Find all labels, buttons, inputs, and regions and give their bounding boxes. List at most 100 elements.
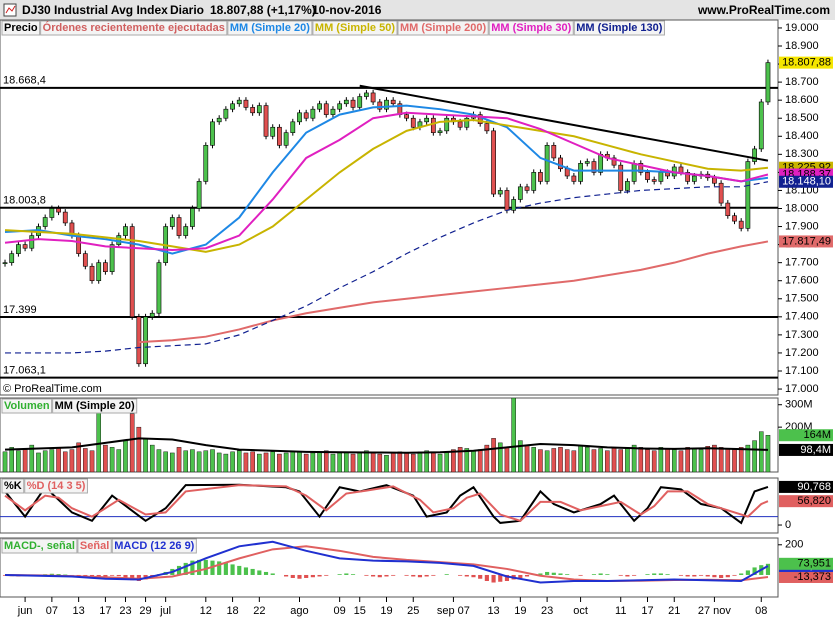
volume-bar xyxy=(330,453,336,472)
macd-bar xyxy=(243,567,249,575)
macd-bar xyxy=(598,573,603,575)
macd-bar xyxy=(344,573,349,575)
candle xyxy=(149,312,155,318)
macd-bar xyxy=(692,574,697,577)
volume-bar xyxy=(765,435,771,472)
candle xyxy=(457,121,463,128)
y-tick-label: 18.900 xyxy=(785,40,819,52)
volume-bar xyxy=(551,448,557,472)
macd-bar xyxy=(458,574,463,576)
legend-item: MACD (12 26 9) xyxy=(114,540,194,552)
macd-bar xyxy=(197,559,202,575)
candle xyxy=(497,190,503,195)
legend-box xyxy=(1,478,25,494)
volume-bar xyxy=(671,449,677,472)
macd-bar xyxy=(103,574,108,577)
symbol: DJ30 Industrial Avg Index xyxy=(22,3,168,17)
y-tick-label: 300M xyxy=(785,399,813,411)
x-tick-label: 23 xyxy=(119,605,131,617)
volume-bar xyxy=(236,450,242,472)
end-label-box xyxy=(779,480,833,493)
volume-bar xyxy=(290,450,296,472)
macd-bar xyxy=(371,574,376,577)
candle xyxy=(651,179,657,182)
volume-bar xyxy=(103,444,108,472)
macd-bar xyxy=(491,574,496,583)
candle xyxy=(29,235,35,249)
legend-item: Precio xyxy=(4,22,38,34)
candle xyxy=(410,117,416,128)
candle xyxy=(350,99,356,108)
volume-bar xyxy=(156,449,162,472)
legend-box xyxy=(1,20,41,36)
macd-bar xyxy=(678,574,684,576)
end-label-box xyxy=(779,235,833,248)
plot xyxy=(2,540,771,584)
volume-bar xyxy=(511,398,516,472)
candle xyxy=(89,265,95,282)
x-tick-label: 09 xyxy=(334,605,346,617)
candle xyxy=(430,117,436,133)
y-tick-label: 18.500 xyxy=(785,112,819,124)
legend-box xyxy=(1,398,53,414)
macd-bar xyxy=(364,574,369,576)
candle xyxy=(330,108,336,115)
volume-bar xyxy=(578,446,583,472)
candle xyxy=(477,114,483,124)
end-label: 17.817,49 xyxy=(782,235,831,247)
volume-bar xyxy=(243,452,249,472)
macd-bar xyxy=(270,573,275,575)
volume-bar xyxy=(337,452,342,472)
legend-item: %K xyxy=(4,480,22,492)
series-line xyxy=(4,104,769,255)
macd-bar xyxy=(431,574,436,576)
candle xyxy=(752,148,757,162)
volume-bar xyxy=(109,447,115,472)
volume-bar xyxy=(685,447,690,472)
candle xyxy=(531,172,537,191)
candle xyxy=(638,163,644,173)
volume-bar xyxy=(310,452,316,472)
candle xyxy=(9,253,15,263)
volume-bar xyxy=(149,444,155,472)
y-tick-label: 17.300 xyxy=(785,329,819,341)
volume-bar xyxy=(203,450,209,472)
volume-bar xyxy=(451,449,456,472)
end-label-box xyxy=(779,56,833,69)
macd-bar xyxy=(203,559,208,575)
y-tick-label: 18.000 xyxy=(785,202,819,214)
legend-item: %D (14 3 5) xyxy=(27,480,86,492)
site[interactable]: www.ProRealTime.com xyxy=(697,3,830,17)
period: Diario xyxy=(170,3,204,17)
volume-bar xyxy=(364,450,369,472)
volume-bar xyxy=(116,449,122,472)
candle xyxy=(377,101,383,110)
candle xyxy=(564,168,570,177)
candle xyxy=(357,96,363,108)
legend-item: MM (Simple 20) xyxy=(230,22,310,34)
volume-bar xyxy=(257,453,262,472)
volume-bar xyxy=(444,451,449,472)
level-label: 18.668,4 xyxy=(3,75,46,87)
macd-bar xyxy=(632,574,637,576)
y-tick-label: 0 xyxy=(785,519,791,531)
x-tick-label: 18 xyxy=(226,605,238,617)
candle xyxy=(712,177,717,184)
end-label: 18.807,88 xyxy=(782,57,831,69)
end-label-box xyxy=(779,495,833,508)
candle xyxy=(424,117,430,123)
candle xyxy=(216,117,222,123)
menu-icon[interactable] xyxy=(3,3,17,17)
legend-box xyxy=(488,20,574,36)
macd-bar xyxy=(257,570,262,575)
candle xyxy=(558,157,563,170)
candle xyxy=(591,161,597,173)
volume-bar xyxy=(89,450,95,472)
candle xyxy=(323,103,329,115)
x-tick-label: sep 07 xyxy=(437,605,470,617)
x-tick-label: 13 xyxy=(73,605,85,617)
macd-bar xyxy=(578,574,583,576)
candle xyxy=(129,226,135,318)
end-label-box xyxy=(779,429,833,442)
x-tick-label: 27 nov xyxy=(698,605,732,617)
